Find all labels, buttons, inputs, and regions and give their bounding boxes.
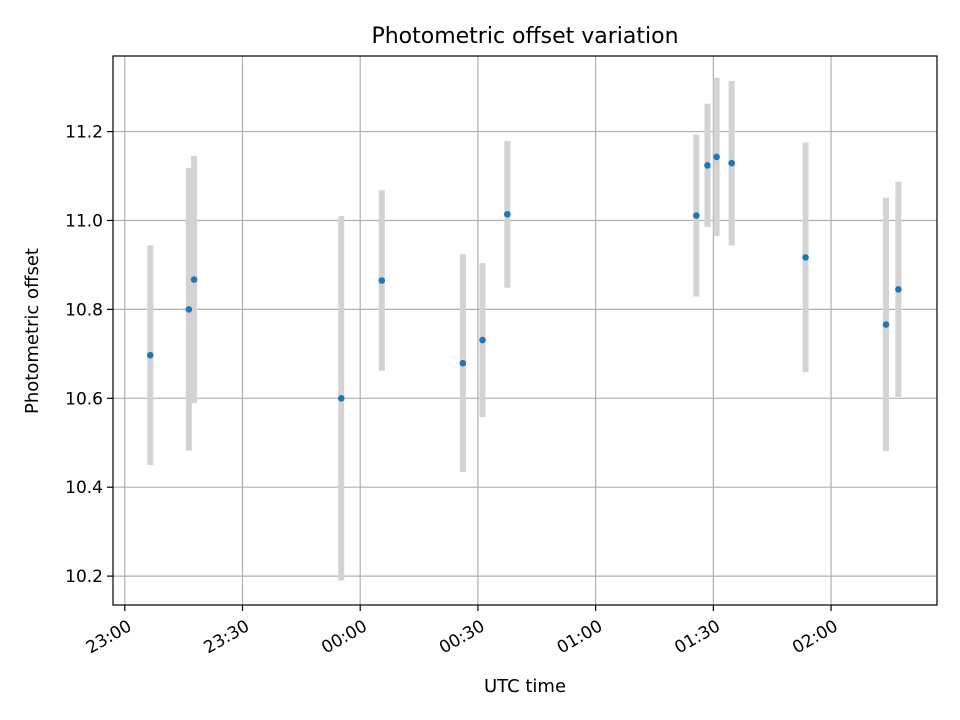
data-point: [713, 153, 720, 161]
data-point: [185, 306, 193, 313]
y-axis-label: Photometric offset: [22, 248, 43, 414]
data-point: [337, 394, 345, 402]
x-axis-label: UTC time: [484, 676, 566, 697]
data-point: [704, 162, 711, 169]
grid: [113, 56, 937, 605]
y-tick-label: 11.0: [65, 211, 103, 231]
data-point: [882, 321, 890, 328]
data-point: [693, 212, 700, 219]
data-point: [728, 159, 735, 167]
data-point: [895, 286, 902, 293]
y-tick-label: 10.8: [65, 300, 103, 320]
plot-area: [113, 56, 937, 605]
data-point: [146, 351, 154, 359]
y-tick-label: 10.4: [65, 478, 103, 498]
data-point: [378, 277, 386, 284]
plot-frame: [112, 55, 938, 606]
data-point: [802, 254, 809, 261]
y-tick-label: 11.2: [65, 123, 103, 143]
chart-title: Photometric offset variation: [371, 24, 678, 49]
data-points: [146, 153, 902, 402]
y-tick-label: 10.6: [65, 389, 103, 409]
y-axis-ticks: 10.2 10.4 10.6 10.8 11.0 11.2: [65, 123, 113, 587]
data-point: [459, 359, 467, 367]
data-point: [479, 336, 486, 344]
data-point: [190, 276, 198, 283]
data-point: [504, 210, 511, 218]
y-tick-label: 10.2: [65, 567, 103, 587]
